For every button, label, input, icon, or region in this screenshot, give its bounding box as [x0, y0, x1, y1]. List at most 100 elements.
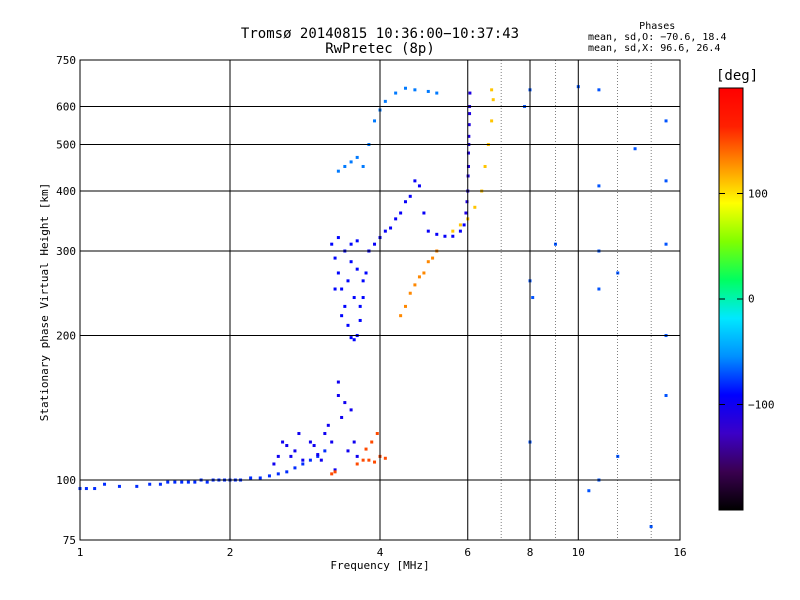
plot-border — [79, 59, 681, 541]
data-point — [258, 476, 262, 480]
data-point — [465, 200, 469, 204]
data-point — [383, 456, 387, 460]
data-point — [293, 449, 297, 453]
data-point — [373, 119, 377, 123]
data-point — [285, 444, 289, 448]
data-point — [352, 296, 356, 300]
data-point — [417, 184, 421, 188]
data-point — [336, 169, 340, 173]
data-point — [458, 223, 462, 227]
data-point — [355, 267, 359, 271]
data-point — [117, 484, 121, 488]
data-point — [276, 454, 280, 458]
data-point — [358, 318, 362, 322]
data-point — [431, 256, 435, 260]
data-point — [84, 487, 88, 491]
data-point — [468, 91, 472, 95]
data-point — [336, 394, 340, 398]
y-tick-label: 600 — [56, 101, 76, 114]
x-tick-label: 16 — [673, 546, 686, 559]
data-point — [333, 287, 337, 291]
data-point — [349, 260, 353, 264]
data-point — [158, 482, 162, 486]
data-point — [587, 489, 591, 493]
data-point — [383, 229, 387, 233]
x-tick-label: 4 — [377, 546, 384, 559]
data-point — [346, 449, 350, 453]
y-tick-label: 500 — [56, 139, 76, 152]
data-point — [330, 242, 334, 246]
y-tick-label: 200 — [56, 330, 76, 343]
data-point — [355, 462, 359, 466]
data-point — [597, 184, 601, 188]
data-point — [422, 211, 426, 215]
title-line-1: Tromsø 20140815 10:36:00−10:37:43 — [240, 26, 520, 42]
data-point — [276, 472, 280, 476]
x-axis-label: Frequency [MHz] — [330, 559, 429, 572]
y-tick-label: 100 — [56, 474, 76, 487]
data-point — [403, 304, 407, 308]
colorbar-label: [deg] — [716, 68, 759, 84]
data-point — [346, 323, 350, 327]
data-point — [323, 432, 327, 436]
colorbar-tick-label: 100 — [748, 187, 768, 200]
data-point — [333, 468, 337, 472]
data-point — [417, 275, 421, 279]
data-point — [435, 232, 439, 236]
data-point — [316, 454, 320, 458]
data-point — [426, 229, 430, 233]
data-point — [597, 287, 601, 291]
data-point — [422, 271, 426, 275]
data-point — [616, 271, 620, 275]
data-point — [483, 164, 487, 168]
data-point — [597, 88, 601, 92]
y-axis-ticks: 75 100 200 300 400 500 600 750 — [56, 54, 76, 547]
data-point — [180, 480, 184, 484]
data-point — [336, 236, 340, 240]
chart-title: Tromsø 20140815 10:36:00−10:37:43 RwPret… — [0, 27, 760, 57]
data-point — [664, 394, 668, 398]
data-point — [343, 401, 347, 405]
data-point — [333, 470, 337, 474]
data-point — [349, 242, 353, 246]
data-point — [336, 271, 340, 275]
data-point — [364, 447, 368, 451]
data-point — [394, 91, 398, 95]
colorbar-tick-label: −100 — [748, 398, 775, 411]
data-point — [340, 314, 344, 318]
data-point — [186, 480, 190, 484]
data-point — [468, 112, 472, 116]
data-point — [458, 229, 462, 233]
data-point — [308, 440, 312, 444]
data-point — [289, 454, 293, 458]
data-point — [373, 460, 377, 464]
data-point — [358, 304, 362, 308]
data-point — [301, 462, 305, 466]
x-tick-label: 10 — [572, 546, 585, 559]
data-point — [349, 336, 353, 340]
data-point — [355, 454, 359, 458]
data-point — [664, 242, 668, 246]
x-tick-label: 1 — [77, 546, 84, 559]
data-point — [451, 229, 455, 233]
data-point — [352, 338, 356, 342]
data-point — [205, 480, 209, 484]
data-point — [166, 480, 170, 484]
phase-stats: Phases mean, sd,O: −70.6, 18.4 mean, sd,… — [588, 21, 726, 54]
data-point — [135, 484, 139, 488]
plot-frame — [79, 59, 681, 541]
data-point — [173, 480, 177, 484]
data-point — [491, 98, 495, 102]
data-point — [413, 283, 417, 287]
data-point — [355, 239, 359, 243]
data-point — [467, 134, 471, 138]
data-point — [426, 89, 430, 93]
data-point — [293, 466, 297, 470]
data-point — [355, 155, 359, 159]
data-point — [399, 211, 403, 215]
data-point — [490, 88, 494, 92]
data-point — [364, 271, 368, 275]
data-point — [308, 458, 312, 462]
data-point — [383, 99, 387, 103]
